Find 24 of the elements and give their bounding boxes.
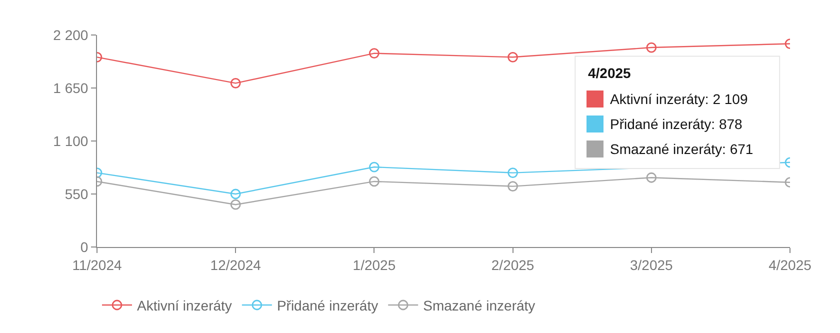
point xyxy=(369,176,380,187)
x-tick-label: 4/2025 xyxy=(768,256,812,273)
point xyxy=(508,168,518,178)
x-tick-label: 3/2025 xyxy=(630,256,674,273)
x-tick-label: 11/2024 xyxy=(72,256,122,273)
x-tick-label: 1/2025 xyxy=(352,256,396,273)
y-tick-label: 1 100 xyxy=(53,132,88,149)
x-tick-label: 12/2024 xyxy=(210,256,262,273)
y-tick-label: 1 650 xyxy=(53,80,88,96)
annotation: Smazané inzeráty: 671 xyxy=(610,141,754,157)
annotation: Přidané inzeráty: 878 xyxy=(610,116,743,132)
x-tick-label: 2/2025 xyxy=(491,256,534,273)
legend-label: Přidané inzeráty xyxy=(276,297,378,314)
y-tick-label: 0 xyxy=(80,238,88,255)
point xyxy=(369,48,380,59)
point xyxy=(508,181,518,192)
legend-label: Smazané inzeráty xyxy=(423,297,536,314)
annotation: Aktivní inzeráty: 2 109 xyxy=(610,91,748,107)
point xyxy=(369,162,380,172)
point xyxy=(508,52,518,62)
annotation: 4/2025 xyxy=(588,65,632,81)
y-tick-label: 550 xyxy=(64,186,88,202)
legend-label: Aktivní inzeráty xyxy=(137,297,232,314)
y-tick-label: 2 200 xyxy=(53,26,88,43)
